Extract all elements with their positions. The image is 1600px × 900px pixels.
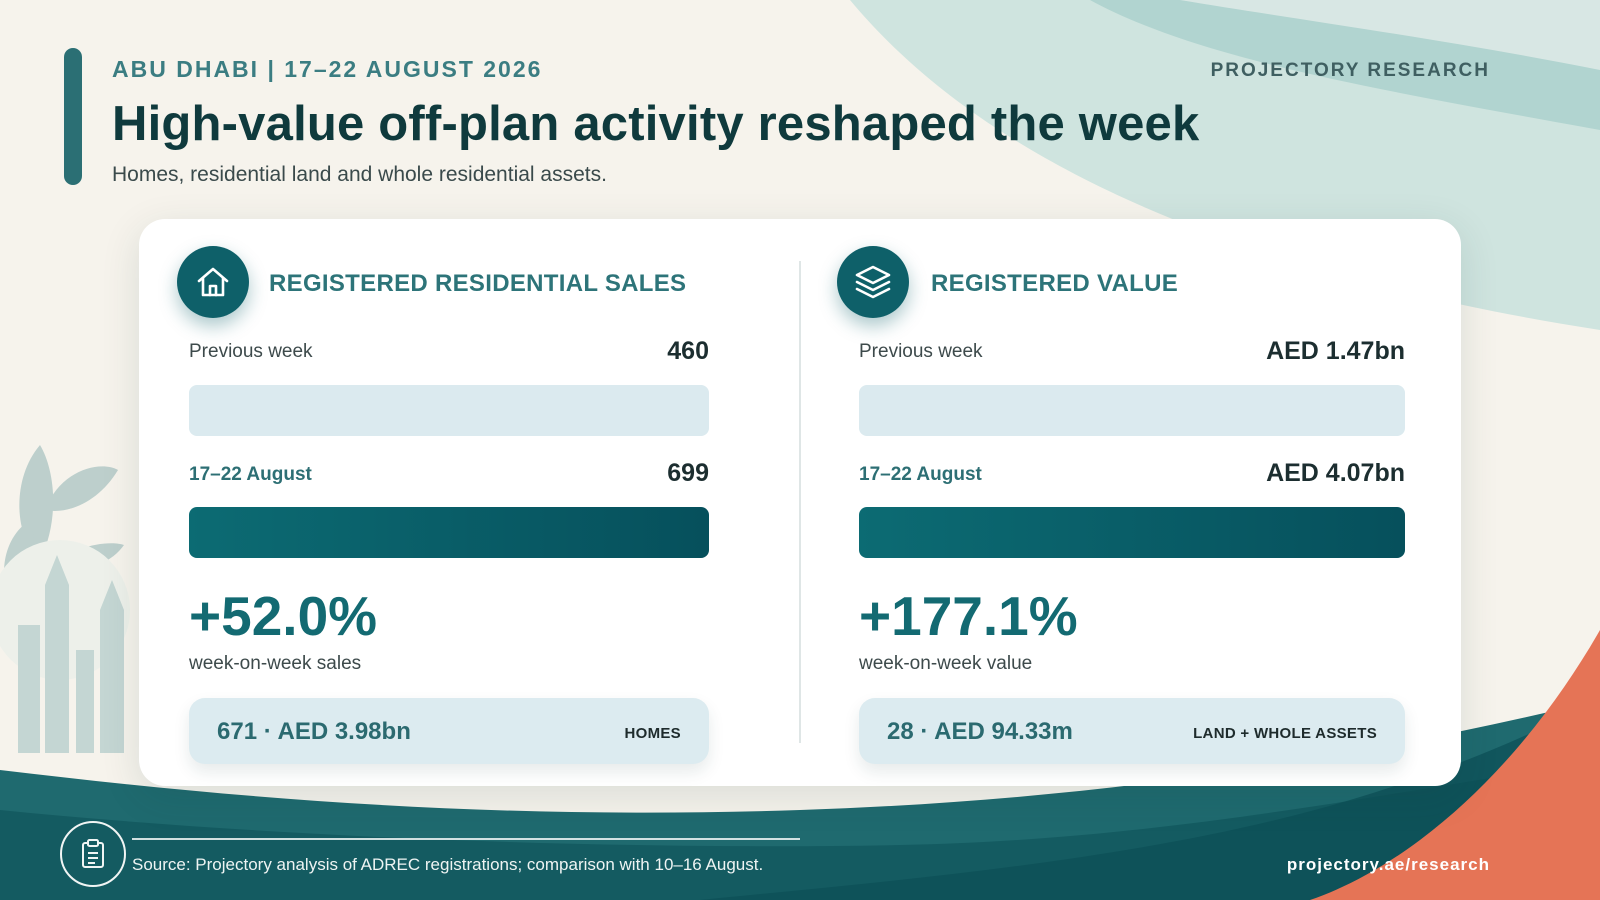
sales-breakdown-tag: HOMES bbox=[624, 725, 681, 742]
value-panel: REGISTERED VALUE Previous week AED 1.47b… bbox=[837, 219, 1405, 786]
value-panel-title: REGISTERED VALUE bbox=[931, 270, 1179, 297]
sales-previous-bar bbox=[189, 385, 709, 436]
sales-current-bar bbox=[189, 507, 709, 558]
value-change-percent: +177.1% bbox=[859, 585, 1078, 647]
sales-current-label: 17–22 August bbox=[189, 464, 312, 485]
value-previous-label: Previous week bbox=[859, 341, 983, 362]
sales-previous-label: Previous week bbox=[189, 341, 313, 362]
value-previous-value: AED 1.47bn bbox=[1266, 337, 1405, 365]
title-accent-bar bbox=[64, 48, 82, 185]
source-note: Source: Projectory analysis of ADREC reg… bbox=[132, 855, 764, 874]
page-title: High-value off-plan activity reshaped th… bbox=[112, 97, 1200, 151]
card-divider bbox=[799, 261, 801, 743]
stats-card: REGISTERED RESIDENTIAL SALES Previous we… bbox=[139, 219, 1461, 786]
value-breakdown-value: 28 · AED 94.33m bbox=[887, 718, 1073, 745]
value-change-caption: week-on-week value bbox=[859, 653, 1033, 674]
value-previous-bar bbox=[859, 385, 1405, 436]
value-current-label: 17–22 August bbox=[859, 464, 982, 485]
value-breakdown-pill: 28 · AED 94.33m LAND + WHOLE ASSETS bbox=[859, 698, 1405, 764]
house-icon bbox=[177, 246, 249, 318]
value-breakdown-tag: LAND + WHOLE ASSETS bbox=[1193, 725, 1377, 742]
sales-change-percent: +52.0% bbox=[189, 585, 378, 647]
sales-panel: REGISTERED RESIDENTIAL SALES Previous we… bbox=[177, 219, 709, 786]
value-current-bar bbox=[859, 507, 1405, 558]
page-subtitle: Homes, residential land and whole reside… bbox=[112, 163, 607, 186]
value-current-value: AED 4.07bn bbox=[1266, 459, 1405, 487]
footer-rule bbox=[132, 838, 800, 840]
sales-current-value: 699 bbox=[667, 459, 709, 487]
brand-label: PROJECTORY RESEARCH bbox=[1210, 60, 1490, 81]
sales-previous-value: 460 bbox=[667, 337, 709, 365]
location-date-kicker: ABU DHABI | 17–22 AUGUST 2026 bbox=[112, 56, 543, 82]
clipboard-icon bbox=[60, 821, 126, 887]
sales-change-caption: week-on-week sales bbox=[189, 653, 362, 674]
layers-icon bbox=[837, 246, 909, 318]
sales-breakdown-pill: 671 · AED 3.98bn HOMES bbox=[189, 698, 709, 764]
sales-panel-title: REGISTERED RESIDENTIAL SALES bbox=[269, 270, 687, 297]
research-url[interactable]: projectory.ae/research bbox=[1286, 855, 1490, 874]
sales-breakdown-value: 671 · AED 3.98bn bbox=[217, 718, 411, 745]
